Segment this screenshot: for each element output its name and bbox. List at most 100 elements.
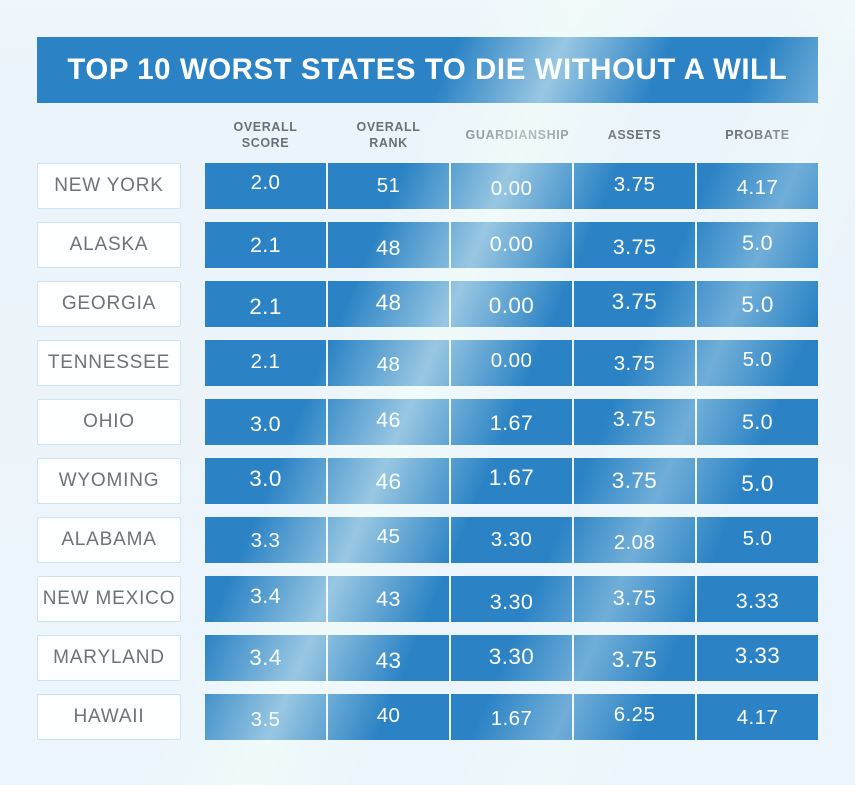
value-cell: 3.4 xyxy=(205,576,326,622)
value-cell: 5.0 xyxy=(697,399,818,445)
state-box: GEORGIA xyxy=(37,281,181,327)
value-text: 2.1 xyxy=(249,232,282,257)
value-cell: 5.0 xyxy=(697,458,818,504)
value-cell: 48 xyxy=(328,340,449,386)
title-banner: TOP 10 WORST STATES TO DIE WITHOUT A WIL… xyxy=(37,37,818,103)
state-box: OHIO xyxy=(37,399,181,445)
value-text: 3.0 xyxy=(249,411,282,436)
column-headers: OVERALL SCORE OVERALL RANK GUARDIANSHIP ASS… xyxy=(205,119,818,153)
table-row: TENNESSEE 2.1 48 0.00 3.75 5.0 xyxy=(37,340,818,386)
value-cell: 1.67 xyxy=(451,694,572,740)
value-text: 3.5 xyxy=(250,708,281,731)
value-cell: 3.75 xyxy=(574,281,695,327)
value-cell: 4.17 xyxy=(697,163,818,209)
state-box: ALABAMA xyxy=(37,517,181,563)
value-cell: 3.75 xyxy=(574,163,695,209)
value-text: 43 xyxy=(376,586,401,611)
table-row: ALASKA 2.1 48 0.00 3.75 5.0 xyxy=(37,222,818,268)
value-text: 3.33 xyxy=(734,643,781,668)
value-cell: 3.0 xyxy=(205,399,326,445)
state-label: WYOMING xyxy=(58,470,160,491)
value-text: 40 xyxy=(376,704,401,727)
value-cell: 3.30 xyxy=(451,635,572,681)
row-values: 3.3 45 3.30 2.08 5.0 xyxy=(205,517,818,563)
value-cell: 3.4 xyxy=(205,635,326,681)
value-text: 3.75 xyxy=(613,173,656,196)
row-values: 2.1 48 0.00 3.75 5.0 xyxy=(205,281,818,327)
value-text: 48 xyxy=(376,235,401,260)
value-text: 5.0 xyxy=(742,527,773,550)
value-text: 5.0 xyxy=(742,348,773,371)
state-box: TENNESSEE xyxy=(37,340,181,386)
value-cell: 46 xyxy=(328,458,449,504)
state-label: ALASKA xyxy=(69,234,149,255)
value-cell: 3.30 xyxy=(451,517,572,563)
value-cell: 2.1 xyxy=(205,222,326,268)
value-cell: 4.17 xyxy=(697,694,818,740)
value-text: 5.0 xyxy=(741,409,774,434)
state-label: MARYLAND xyxy=(53,647,165,668)
value-cell: 5.0 xyxy=(697,281,818,327)
value-text: 5.0 xyxy=(741,292,774,317)
state-box: ALASKA xyxy=(37,222,181,268)
value-text: 3.75 xyxy=(612,585,657,610)
table-row: ALABAMA 3.3 45 3.30 2.08 5.0 xyxy=(37,517,818,563)
state-label: HAWAII xyxy=(73,706,145,727)
value-cell: 3.0 xyxy=(205,458,326,504)
value-text: 3.75 xyxy=(611,647,658,672)
table-row: GEORGIA 2.1 48 0.00 3.75 5.0 xyxy=(37,281,818,327)
value-cell: 2.0 xyxy=(205,163,326,209)
value-text: 3.75 xyxy=(613,352,656,375)
state-label: TENNESSEE xyxy=(47,352,171,373)
column-header-label: ASSETS xyxy=(607,128,662,143)
value-cell: 2.1 xyxy=(205,281,326,327)
value-text: 1.67 xyxy=(490,707,533,730)
value-text: 48 xyxy=(375,290,402,315)
value-text: 3.75 xyxy=(611,289,658,314)
value-text: 3.30 xyxy=(489,589,534,614)
table-row: WYOMING 3.0 46 1.67 3.75 5.0 xyxy=(37,458,818,504)
state-label: ALABAMA xyxy=(61,529,157,550)
value-text: 51 xyxy=(376,174,401,197)
row-values: 2.0 51 0.00 3.75 4.17 xyxy=(205,163,818,209)
state-box: NEW YORK xyxy=(37,163,181,209)
table-row: MARYLAND 3.4 43 3.30 3.75 3.33 xyxy=(37,635,818,681)
value-cell: 2.08 xyxy=(574,517,695,563)
column-header-row: OVERALL SCORE OVERALL RANK GUARDIANSHIP ASS… xyxy=(37,119,818,153)
value-cell: 0.00 xyxy=(451,340,572,386)
value-cell: 5.0 xyxy=(697,517,818,563)
page-title: TOP 10 WORST STATES TO DIE WITHOUT A WIL… xyxy=(67,53,788,86)
value-cell: 0.00 xyxy=(451,281,572,327)
value-text: 3.0 xyxy=(249,466,282,491)
table-row: OHIO 3.0 46 1.67 3.75 5.0 xyxy=(37,399,818,445)
row-values: 3.5 40 1.67 6.25 4.17 xyxy=(205,694,818,740)
column-header-overall-score: OVERALL SCORE xyxy=(205,119,326,153)
state-column-spacer xyxy=(37,119,205,153)
value-cell: 3.30 xyxy=(451,576,572,622)
value-cell: 5.0 xyxy=(697,222,818,268)
value-text: 3.33 xyxy=(735,588,780,613)
state-box: NEW MEXICO xyxy=(37,576,181,622)
value-text: 4.17 xyxy=(736,706,779,729)
value-cell: 3.75 xyxy=(574,222,695,268)
value-text: 0.00 xyxy=(490,177,533,200)
value-cell: 3.75 xyxy=(574,399,695,445)
value-cell: 51 xyxy=(328,163,449,209)
column-header-label: PROBATE xyxy=(725,128,790,143)
value-cell: 3.5 xyxy=(205,694,326,740)
value-text: 2.08 xyxy=(613,531,656,554)
value-text: 3.30 xyxy=(490,528,533,551)
value-text: 2.1 xyxy=(250,350,281,373)
state-label: GEORGIA xyxy=(61,293,157,314)
value-cell: 48 xyxy=(328,222,449,268)
state-box: HAWAII xyxy=(37,694,181,740)
value-text: 0.00 xyxy=(488,293,535,318)
row-values: 3.4 43 3.30 3.75 3.33 xyxy=(205,635,818,681)
value-text: 0.00 xyxy=(489,231,534,256)
value-text: 46 xyxy=(376,407,401,432)
state-label: NEW YORK xyxy=(54,175,164,196)
column-header-probate: PROBATE xyxy=(697,119,818,153)
value-text: 45 xyxy=(376,525,401,548)
value-cell: 3.75 xyxy=(574,340,695,386)
value-text: 6.25 xyxy=(613,703,656,726)
